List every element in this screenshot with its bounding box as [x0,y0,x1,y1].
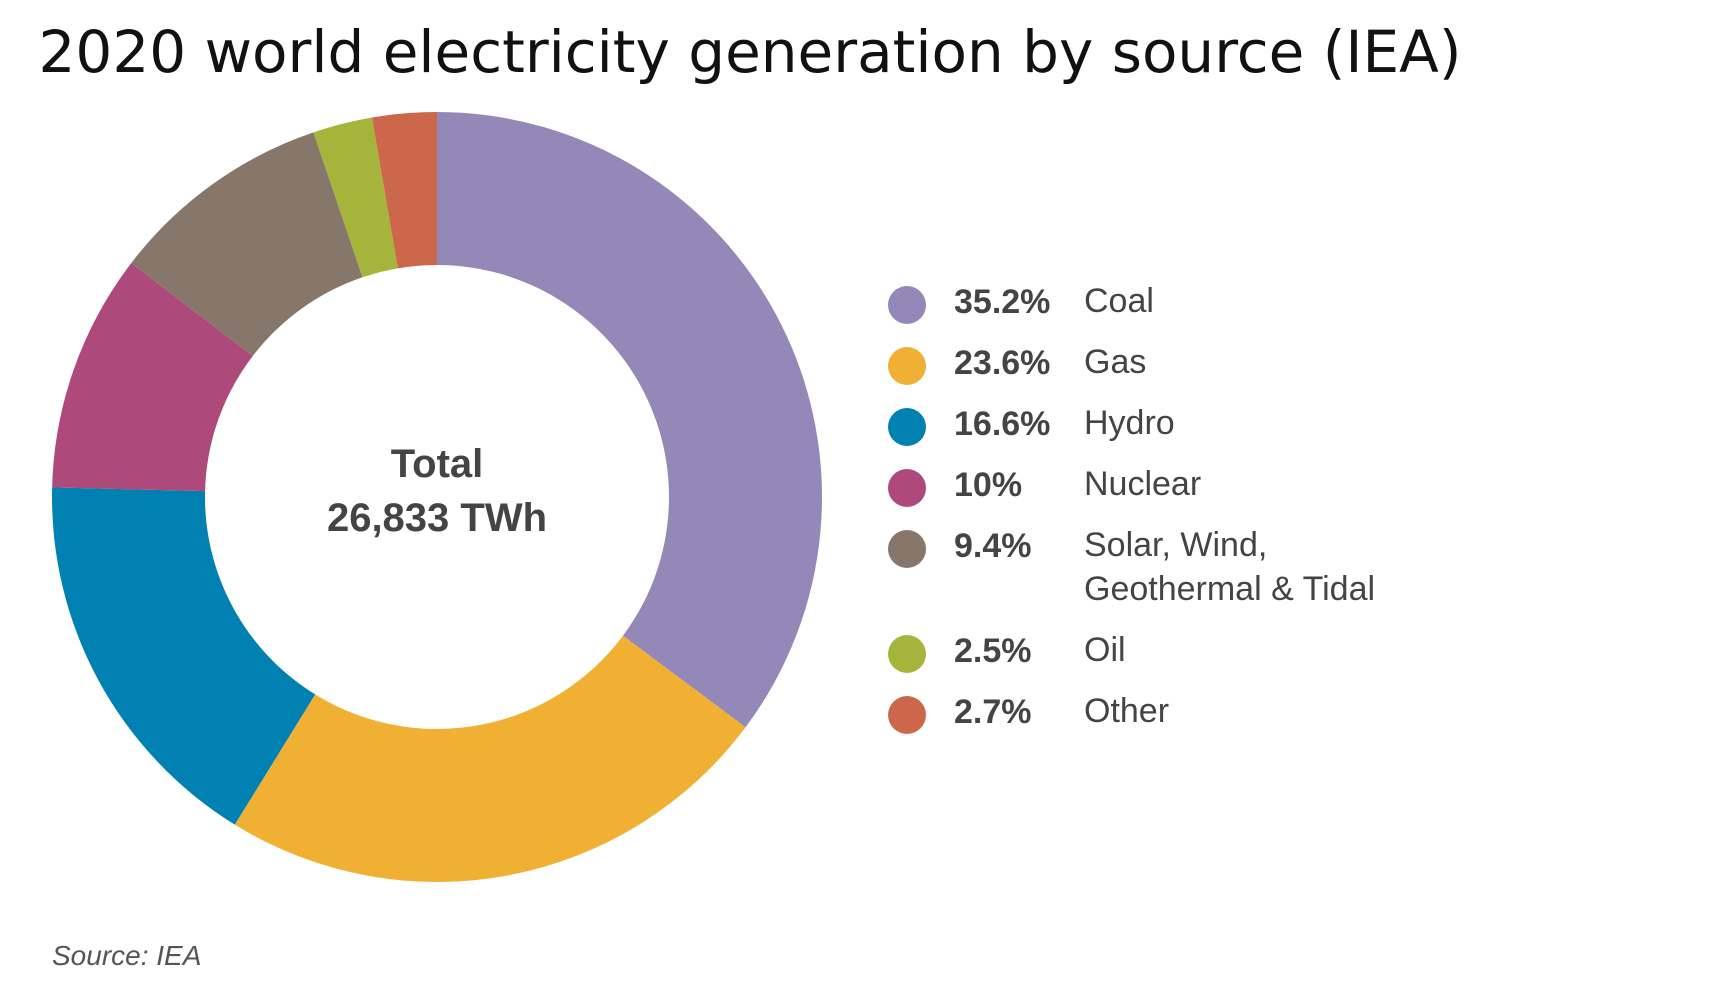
slice-gas [234,635,746,882]
legend-label: Nuclear [1084,465,1202,503]
legend-label: Gas [1084,343,1147,381]
legend-percent: 23.6% [954,344,1051,382]
legend-swatch [888,286,926,324]
legend-percent: 35.2% [954,283,1051,321]
legend-label: Other [1084,692,1170,730]
legend-swatch [888,696,926,734]
legend-swatch [888,408,926,446]
legend-label: Coal [1084,282,1154,320]
legend-percent: 2.7% [954,693,1032,731]
legend-percent: 16.6% [954,405,1051,443]
source-note: Source: IEA [52,940,202,971]
legend-percent: 10% [954,466,1023,504]
legend-swatch [888,530,926,568]
center-label-value: 26,833 TWh [327,496,547,540]
legend-label: Solar, Wind, Geothermal & Tidal [1084,526,1376,608]
slice-other [371,112,437,269]
donut-chart: Total 26,833 TWh [51,112,822,882]
slice-oil [313,117,398,278]
legend-label: Oil [1084,631,1126,669]
legend-swatch [888,469,926,507]
legend-swatch [888,347,926,385]
legend-swatch [888,635,926,673]
legend-label: Hydro [1084,404,1175,442]
slice-nuclear [52,262,253,492]
legend-percent: 2.5% [954,632,1032,670]
slice-solar-wind-geothermal-tidal [131,132,363,356]
legend-percent: 9.4% [954,527,1032,565]
slice-hydro [51,487,316,825]
chart-title: 2020 world electricity generation by sou… [38,18,1462,86]
center-label-total: Total [391,442,484,486]
slice-coal [437,112,822,728]
donut-slices [51,112,822,882]
